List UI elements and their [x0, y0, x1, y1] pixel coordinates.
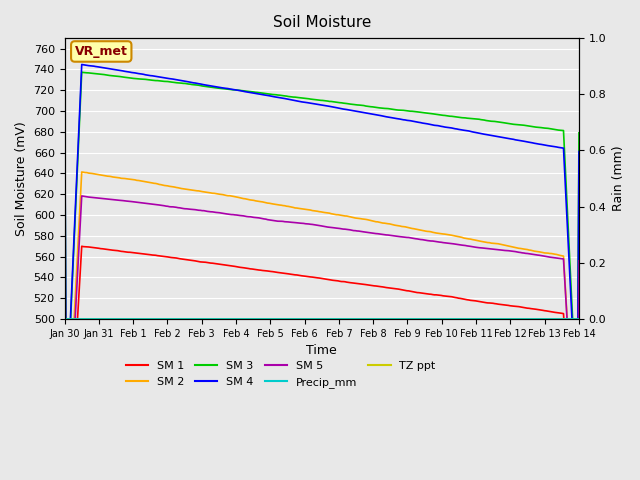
Title: Soil Moisture: Soil Moisture — [273, 15, 371, 30]
Text: VR_met: VR_met — [75, 45, 128, 58]
Legend: SM 1, SM 2, SM 3, SM 4, SM 5, Precip_mm, TZ ppt: SM 1, SM 2, SM 3, SM 4, SM 5, Precip_mm,… — [121, 357, 440, 392]
Y-axis label: Rain (mm): Rain (mm) — [612, 146, 625, 211]
Y-axis label: Soil Moisture (mV): Soil Moisture (mV) — [15, 121, 28, 236]
X-axis label: Time: Time — [307, 344, 337, 357]
